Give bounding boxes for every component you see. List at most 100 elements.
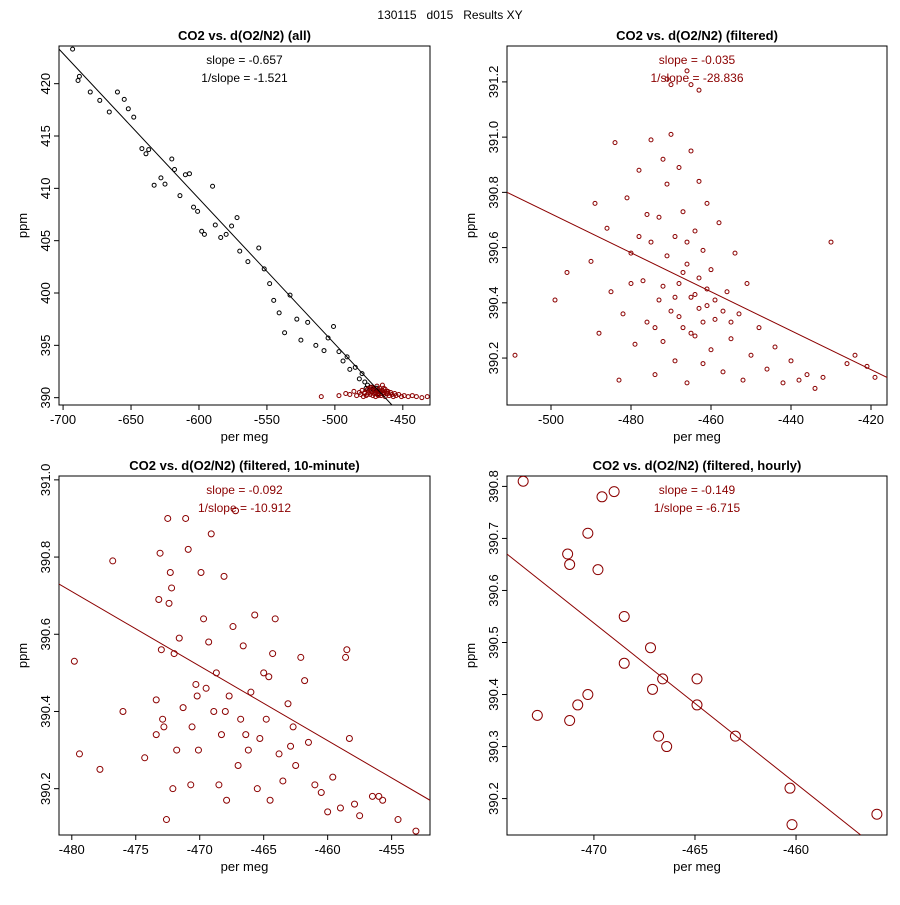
data-point <box>419 395 425 401</box>
data-point <box>225 692 233 700</box>
data-point <box>321 348 327 354</box>
data-point <box>356 812 364 820</box>
x-tick-label: -450 <box>390 412 416 427</box>
chart-title: CO2 vs. d(O2/N2) (filtered) <box>616 28 778 43</box>
slope-annotation: 1/slope = -10.912 <box>198 501 291 515</box>
x-tick-label: -470 <box>187 842 213 857</box>
data-point <box>317 789 325 797</box>
data-point <box>359 371 365 377</box>
data-point <box>436 396 440 400</box>
data-point <box>173 746 181 754</box>
data-point <box>155 596 163 604</box>
data-point <box>424 394 430 400</box>
data-point <box>229 223 235 229</box>
data-point <box>172 167 178 173</box>
data-point <box>708 267 714 273</box>
y-tick-label: 390.2 <box>486 342 501 375</box>
data-point <box>168 584 176 592</box>
slope-annotation: slope = -0.092 <box>206 483 283 497</box>
data-point <box>166 569 174 577</box>
data-point <box>732 250 738 256</box>
data-point <box>75 750 83 758</box>
data-point <box>684 68 690 74</box>
data-point <box>207 530 215 538</box>
chart-title: CO2 vs. d(O2/N2) (all) <box>178 28 311 43</box>
data-point <box>691 673 703 685</box>
data-point <box>215 781 223 789</box>
data-point <box>672 294 678 300</box>
data-point <box>660 338 666 344</box>
data-point <box>294 316 300 322</box>
data-point <box>704 303 710 309</box>
page-title: 130115 d015 Results XY <box>377 8 523 22</box>
data-point <box>672 234 678 240</box>
data-point <box>616 377 622 383</box>
data-point <box>672 358 678 364</box>
data-point <box>287 292 293 298</box>
x-axis-label: per meg <box>221 859 269 874</box>
data-point <box>247 688 255 696</box>
chart-panel-1: CO2 vs. d(O2/N2) (all) -700 -650 -600 -550 -5… <box>15 28 440 444</box>
data-point <box>375 393 381 399</box>
data-point <box>688 330 694 336</box>
data-point <box>162 816 170 824</box>
chart-title: CO2 vs. d(O2/N2) (filtered, hourly) <box>593 458 802 473</box>
data-point <box>152 731 160 739</box>
data-point <box>748 352 754 358</box>
plot-frame <box>506 45 888 406</box>
data-point <box>696 275 702 281</box>
data-point <box>109 557 117 565</box>
data-point <box>179 704 187 712</box>
x-tick-label: -460 <box>783 842 809 857</box>
data-point <box>342 653 350 661</box>
data-point <box>162 181 168 187</box>
data-point <box>592 564 604 576</box>
regression-line <box>59 583 430 801</box>
data-point <box>796 377 802 383</box>
data-point <box>237 715 245 723</box>
data-point <box>344 354 350 360</box>
data-point <box>660 156 666 162</box>
data-point <box>151 182 157 188</box>
x-tick-label: -470 <box>581 842 607 857</box>
x-tick-label: -460 <box>698 412 724 427</box>
chart-panel-2: CO2 vs. d(O2/N2) (filtered) -500 -480 -460 -… <box>463 28 888 444</box>
data-point <box>336 804 344 812</box>
data-point <box>232 507 240 515</box>
data-point <box>201 231 207 237</box>
data-point <box>318 394 324 400</box>
data-point <box>175 634 183 642</box>
y-tick-label: 400 <box>38 282 53 304</box>
data-point <box>700 247 706 253</box>
data-point <box>351 800 359 808</box>
x-tick-label: -480 <box>618 412 644 427</box>
data-point <box>121 96 127 102</box>
data-point <box>186 171 192 177</box>
data-point <box>608 289 614 295</box>
chart-title: CO2 vs. d(O2/N2) (filtered, 10-minute) <box>129 458 359 473</box>
data-point <box>343 390 349 396</box>
data-point <box>788 358 794 364</box>
plot-frame <box>58 475 431 836</box>
data-point <box>384 390 390 396</box>
data-point <box>692 333 698 339</box>
y-tick-label: 390.6 <box>486 231 501 264</box>
data-point <box>652 372 658 378</box>
data-point <box>304 738 312 746</box>
data-point <box>345 734 353 742</box>
y-tick-label: 390.2 <box>38 772 53 805</box>
data-point <box>200 615 208 623</box>
data-point <box>596 491 608 503</box>
data-point <box>269 650 277 658</box>
data-point <box>700 361 706 367</box>
data-point <box>195 208 201 214</box>
plot-frame <box>58 45 431 406</box>
y-tick-label: 405 <box>38 230 53 252</box>
data-point <box>531 709 543 721</box>
data-point <box>564 715 576 727</box>
data-point <box>684 380 690 386</box>
data-point <box>158 175 164 181</box>
data-point <box>688 148 694 154</box>
y-axis-label: ppm <box>15 213 30 238</box>
